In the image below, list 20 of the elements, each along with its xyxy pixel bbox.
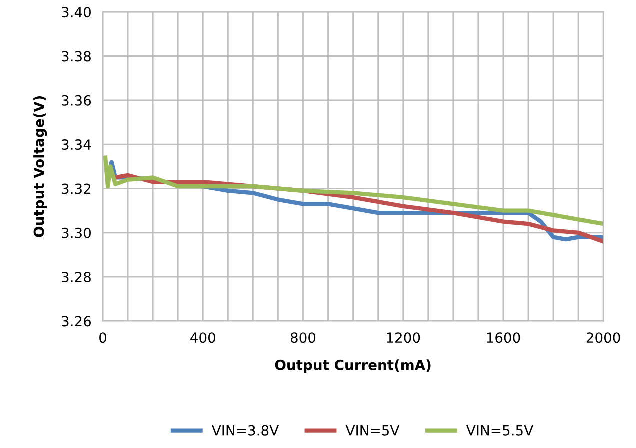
y-tick-label: 3.38 xyxy=(62,51,91,62)
x-tick-label: 400 xyxy=(190,332,216,344)
y-axis-title: Output Voltage(V) xyxy=(34,96,48,238)
y-tick-label: 3.30 xyxy=(62,228,91,238)
x-axis-title: Output Current(mA) xyxy=(275,360,431,374)
legend-label: VIN=3.8V xyxy=(212,425,279,436)
x-tick-label: 800 xyxy=(290,332,316,344)
x-tick-label: 1600 xyxy=(487,332,520,344)
y-tick-label: 3.40 xyxy=(62,7,91,18)
x-tick-label: 1200 xyxy=(387,332,420,344)
y-tick-label: 3.36 xyxy=(62,95,92,106)
legend-label: VIN=5.5V xyxy=(466,426,534,436)
y-tick-label: 3.28 xyxy=(62,272,91,283)
y-tick-label: 3.34 xyxy=(62,140,92,150)
y-tick-label: 3.26 xyxy=(62,316,92,327)
legend-label: VIN=5V xyxy=(346,426,400,436)
x-tick-label: 2000 xyxy=(586,332,620,344)
y-tick-label: 3.32 xyxy=(62,184,91,194)
x-tick-label: 0 xyxy=(100,332,107,344)
line-series xyxy=(103,156,604,226)
